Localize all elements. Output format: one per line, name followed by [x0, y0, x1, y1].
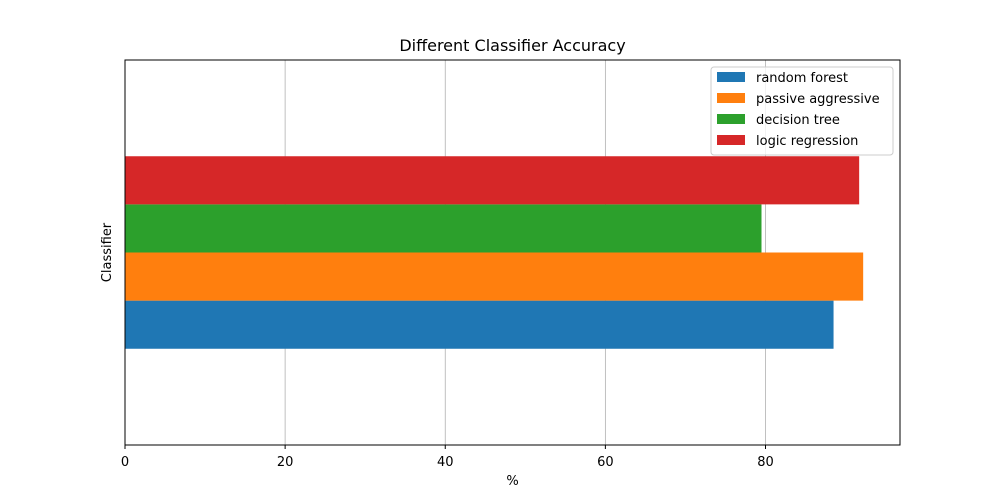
x-tick-label: 60: [597, 455, 614, 470]
x-tick-label: 40: [437, 455, 454, 470]
chart-title: Different Classifier Accuracy: [399, 36, 625, 55]
bar-decision-tree: [125, 204, 762, 253]
x-axis-ticks: 0 20 40 60 80: [121, 445, 774, 470]
y-axis-label: Classifier: [100, 222, 115, 282]
bar-logic-regression: [125, 156, 860, 205]
legend-label: passive aggressive: [756, 92, 880, 107]
bars: [125, 156, 864, 349]
legend-label: decision tree: [756, 113, 840, 128]
legend-items: random forest passive aggressive decision …: [717, 71, 880, 149]
legend-swatch: [717, 135, 745, 145]
x-tick-label: 0: [121, 455, 129, 470]
legend-label: random forest: [756, 71, 848, 86]
legend-swatch: [717, 72, 745, 82]
x-axis-label: %: [506, 474, 518, 489]
bar-random-forest: [125, 300, 834, 349]
legend-box: [710, 66, 894, 156]
plot-area-frame: [124, 59, 901, 446]
legend-label: logic regression: [756, 134, 858, 149]
legend-swatch: [717, 114, 745, 124]
x-tick-label: 20: [277, 455, 294, 470]
legend-swatch: [717, 93, 745, 103]
bar-passive-aggressive: [125, 252, 864, 301]
x-tick-label: 80: [757, 455, 774, 470]
legend: random forest passive aggressive decision …: [710, 66, 894, 156]
